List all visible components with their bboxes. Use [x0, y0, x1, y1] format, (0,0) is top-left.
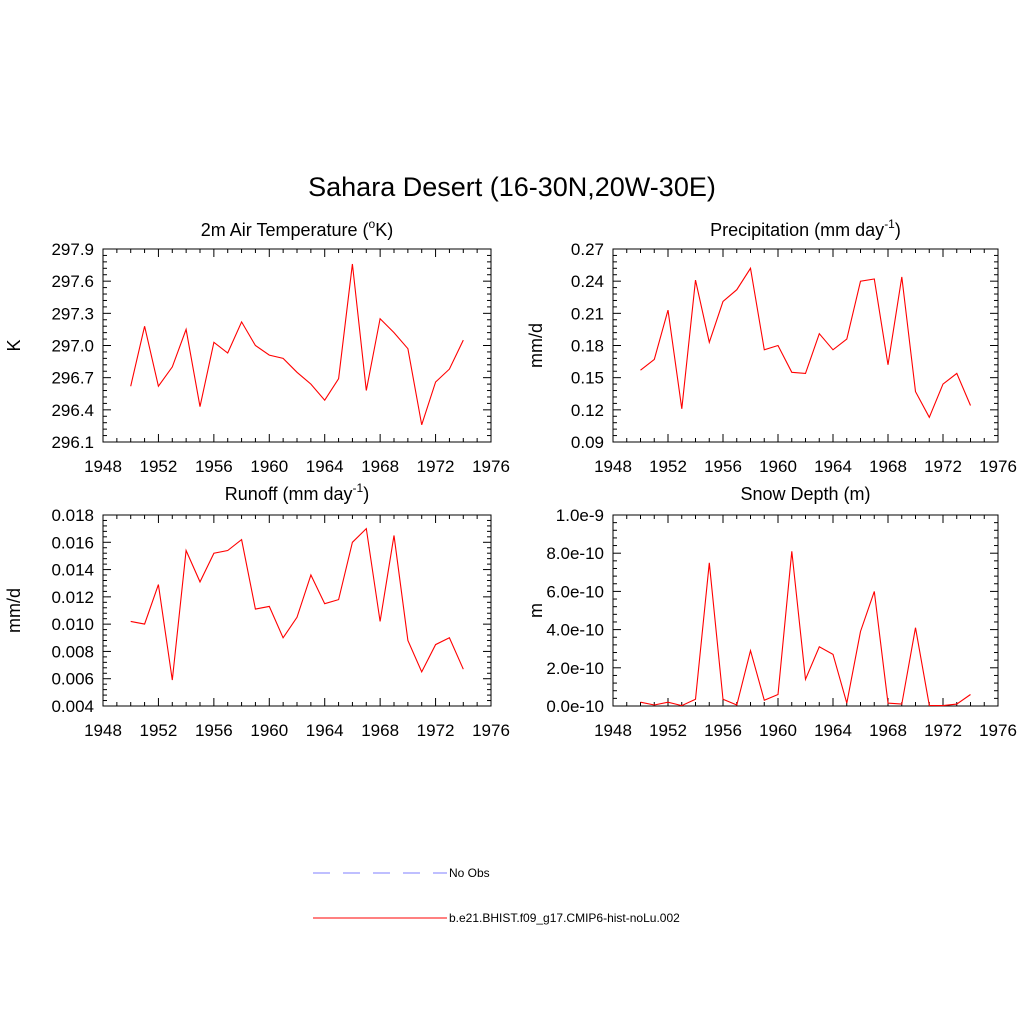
- x-tick-label: 1960: [250, 457, 288, 476]
- panels: 1948 1952 1956 1960 1964 1968 1972 1976 296.1 296…: [4, 217, 1017, 740]
- y-axis-label: K: [4, 339, 24, 351]
- panel-title: Precipitation (mm day-1): [710, 217, 901, 240]
- y-axis-label: m: [526, 603, 546, 618]
- y-axis-label: mm/d: [526, 323, 546, 368]
- y-tick-label: 0.09: [571, 433, 604, 452]
- x-tick-label: 1968: [361, 457, 399, 476]
- y-tick-label: 296.7: [51, 369, 94, 388]
- figure-title: Sahara Desert (16-30N,20W-30E): [308, 172, 716, 202]
- title-text: Precipitation (mm day: [710, 220, 884, 240]
- series-line: [130, 527, 464, 681]
- y-tick-label: 1.0e-9: [556, 506, 604, 525]
- y-tick-label: 0.18: [571, 337, 604, 356]
- y-tick-label: 0.006: [51, 670, 94, 689]
- legend-model-label: b.e21.BHIST.f09_g17.CMIP6-hist-noLu.002: [449, 911, 680, 925]
- y-tick-label: 297.9: [51, 240, 94, 259]
- title-text: ): [895, 220, 901, 240]
- x-tick-label: 1968: [869, 721, 907, 740]
- title-text: 2m Air Temperature (: [201, 220, 369, 240]
- x-tick-label: 1960: [250, 721, 288, 740]
- y-tick-label: 2.0e-10: [546, 659, 604, 678]
- x-tick-label: 1948: [84, 721, 122, 740]
- plot-frame: [612, 248, 999, 443]
- x-tick-label: 1964: [306, 721, 344, 740]
- x-tick-label: 1960: [759, 721, 797, 740]
- y-tick-label: 0.21: [571, 304, 604, 323]
- x-tick-label: 1972: [417, 721, 455, 740]
- panel-runoff: 1948 1952 1956 1960 1964 1968 1972 1976 0.004 0.0…: [4, 481, 510, 740]
- x-tick-label: 1972: [417, 457, 455, 476]
- y-tick-label: 0.016: [51, 533, 94, 552]
- x-tick-label: 1972: [924, 721, 962, 740]
- y-tick-label: 0.24: [571, 272, 604, 291]
- x-tick-label: 1968: [869, 457, 907, 476]
- x-tick-label: 1968: [361, 721, 399, 740]
- series-line: [640, 551, 971, 707]
- x-tick-label: 1976: [979, 457, 1017, 476]
- series-line: [130, 263, 464, 425]
- x-tick-label: 1964: [814, 721, 852, 740]
- x-tick-label: 1948: [594, 721, 632, 740]
- x-tick-label: 1964: [814, 457, 852, 476]
- y-tick-label: 4.0e-10: [546, 621, 604, 640]
- x-tick-label: 1952: [140, 457, 178, 476]
- y-tick-label: 6.0e-10: [546, 582, 604, 601]
- plot-frame: [102, 248, 492, 443]
- title-text: K): [375, 220, 393, 240]
- x-tick-label: 1972: [924, 457, 962, 476]
- plot-frame: [102, 514, 492, 707]
- x-tick-label: 1976: [472, 721, 510, 740]
- title-superscript: o: [369, 217, 376, 231]
- y-tick-label: 0.0e-10: [546, 697, 604, 716]
- x-tick-label: 1948: [84, 457, 122, 476]
- y-tick-label: 0.004: [51, 697, 94, 716]
- y-tick-label: 297.0: [51, 337, 94, 356]
- panel-title: 2m Air Temperature (oK): [201, 217, 393, 240]
- title-superscript: -1: [884, 217, 895, 231]
- x-tick-label: 1976: [979, 721, 1017, 740]
- y-tick-label: 0.27: [571, 240, 604, 259]
- x-tick-label: 1960: [759, 457, 797, 476]
- panel-precipitation: 1948 1952 1956 1960 1964 1968 1972 1976 0.09 0.12…: [526, 217, 1017, 476]
- y-tick-label: 0.012: [51, 588, 94, 607]
- y-tick-label: 0.014: [51, 561, 94, 580]
- x-tick-label: 1952: [649, 721, 687, 740]
- x-tick-label: 1952: [140, 721, 178, 740]
- title-superscript: -1: [353, 481, 364, 495]
- y-tick-label: 297.3: [51, 304, 94, 323]
- title-text: Runoff (mm day: [225, 484, 353, 504]
- panel-title: Runoff (mm day-1): [225, 481, 369, 504]
- legend-obs-label: No Obs: [449, 866, 490, 880]
- legend: No Obs b.e21.BHIST.f09_g17.CMIP6-hist-no…: [313, 866, 680, 925]
- y-tick-label: 297.6: [51, 272, 94, 291]
- panel-title: Snow Depth (m): [740, 484, 870, 504]
- title-text: ): [363, 484, 369, 504]
- y-tick-label: 0.018: [51, 506, 94, 525]
- series-line: [640, 266, 972, 419]
- x-tick-label: 1956: [195, 457, 233, 476]
- y-tick-label: 296.4: [51, 401, 94, 420]
- y-axis-label: mm/d: [4, 588, 24, 633]
- y-tick-label: 0.15: [571, 369, 604, 388]
- panel-snow-depth: 1948 1952 1956 1960 1964 1968 1972 1976 0.0e-10 2…: [526, 484, 1017, 740]
- y-tick-label: 0.010: [51, 615, 94, 634]
- x-tick-label: 1956: [195, 721, 233, 740]
- y-tick-label: 296.1: [51, 433, 94, 452]
- y-tick-label: 0.008: [51, 642, 94, 661]
- x-tick-label: 1948: [594, 457, 632, 476]
- y-tick-label: 8.0e-10: [546, 544, 604, 563]
- x-tick-label: 1956: [704, 457, 742, 476]
- y-tick-label: 0.12: [571, 401, 604, 420]
- x-tick-label: 1956: [704, 721, 742, 740]
- x-tick-label: 1952: [649, 457, 687, 476]
- panel-temperature: 1948 1952 1956 1960 1964 1968 1972 1976 296.1 296…: [4, 217, 510, 476]
- x-tick-label: 1964: [306, 457, 344, 476]
- x-tick-label: 1976: [472, 457, 510, 476]
